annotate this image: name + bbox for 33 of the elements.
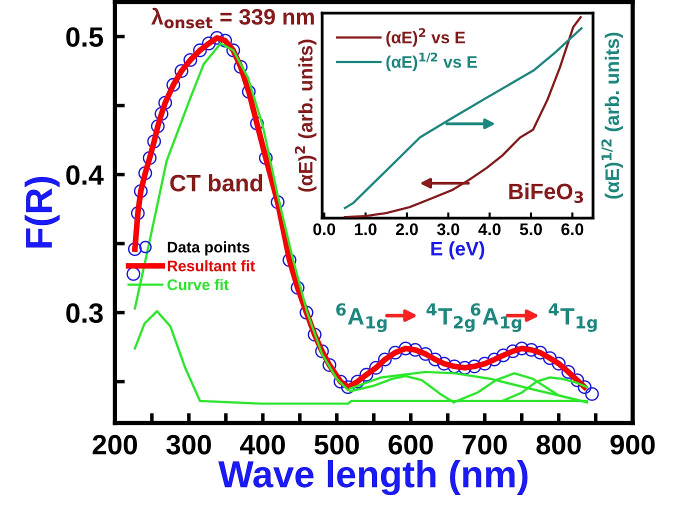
- legend-label: (αE)$^{2}$ vs E: [386, 28, 465, 47]
- y-axis-title: (αE)$^{2}$ (arb. units): [294, 40, 316, 192]
- y-tick-label: 0.4: [66, 165, 104, 185]
- x-tick-label: 800: [536, 434, 581, 455]
- annotation: $^{6}$A$_{1g}$: [336, 303, 387, 332]
- x-axis-title: E (eV): [431, 241, 484, 260]
- y2-axis-title: (αE)$^{1/2}$ (arb. units): [601, 32, 623, 199]
- x-tick-label: 700: [462, 434, 507, 455]
- legend-label: Data points: [168, 241, 250, 256]
- annotation: λ$_{onset}$ = 339 nm: [151, 8, 314, 28]
- x-tick-label: 5.0: [520, 223, 542, 236]
- x-tick-label: 600: [388, 434, 433, 455]
- x-tick-label: 6.0: [561, 223, 584, 236]
- annotation: $^{4}$T$_{1g}$: [548, 303, 597, 332]
- x-tick-label: 0.0: [313, 223, 336, 236]
- x-axis-title: Wave length (nm): [218, 460, 528, 496]
- x-tick-label: 400: [240, 434, 285, 455]
- x-tick-label: 2.0: [396, 223, 418, 236]
- annotation: BiFeO$_{3}$: [509, 183, 584, 203]
- y-tick-label: 0.5: [66, 27, 104, 47]
- x-tick-label: 200: [92, 434, 137, 455]
- annotation: CT band: [170, 174, 262, 192]
- x-tick-label: 3.0: [437, 223, 460, 236]
- x-tick-label: 300: [166, 434, 211, 455]
- y-axis-title: F(R): [24, 176, 60, 248]
- legend-label: Curve fit: [167, 278, 229, 290]
- x-tick-label: 900: [610, 434, 655, 455]
- y-tick-label: 0.3: [66, 303, 103, 323]
- x-tick-label: 1.0: [355, 223, 376, 236]
- x-tick-label: 4.0: [478, 223, 501, 236]
- legend-label: (αE)$^{1/2}$ vs E: [386, 52, 477, 72]
- legend-label: Resultant fit: [168, 260, 255, 272]
- x-tick-label: 500: [314, 434, 359, 455]
